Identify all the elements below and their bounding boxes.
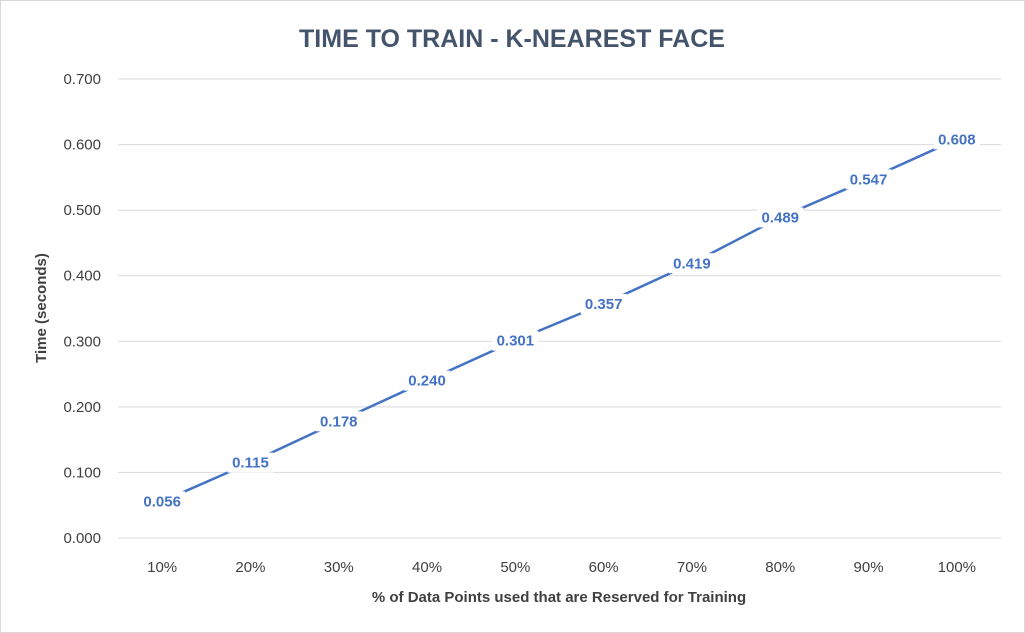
data-labels: 0.056 0.115 0.178 0.240 0.301 0.357 0.419 0.489… bbox=[139, 129, 980, 512]
y-tick-label: 0.300 bbox=[63, 333, 101, 350]
y-tick-label: 0.100 bbox=[63, 464, 101, 481]
x-tick-label: 60% bbox=[589, 559, 619, 576]
y-tick-label: 0.200 bbox=[63, 399, 101, 416]
data-label-background bbox=[404, 370, 451, 391]
data-label-background bbox=[933, 129, 980, 150]
x-axis-title: % of Data Points used that are Reserved … bbox=[372, 589, 746, 606]
data-label: 0.240 bbox=[408, 373, 446, 390]
data-label: 0.056 bbox=[143, 493, 181, 510]
data-label: 0.357 bbox=[585, 296, 623, 313]
x-tick-label: 80% bbox=[765, 559, 795, 576]
data-label: 0.301 bbox=[497, 333, 535, 350]
series-time-to-train bbox=[161, 138, 958, 503]
y-tick-label: 0.700 bbox=[63, 71, 101, 88]
y-tick-label: 0.600 bbox=[63, 137, 101, 154]
y-tick-label: 0.500 bbox=[63, 202, 101, 219]
data-label-background bbox=[580, 293, 627, 314]
y-axis-title: Time (seconds) bbox=[33, 253, 50, 363]
y-tick-label: 0.000 bbox=[63, 530, 101, 547]
x-tick-label: 20% bbox=[235, 559, 265, 576]
series-line bbox=[161, 138, 958, 503]
x-tick-label: 40% bbox=[412, 559, 442, 576]
x-tick-label: 100% bbox=[938, 559, 976, 576]
data-label-background bbox=[492, 330, 539, 351]
data-label-background bbox=[845, 169, 892, 190]
y-tick-label: 0.400 bbox=[63, 268, 101, 285]
chart-title: TIME TO TRAIN - K-NEAREST FACE bbox=[299, 25, 725, 53]
data-label: 0.115 bbox=[232, 455, 269, 472]
x-tick-label: 50% bbox=[500, 559, 530, 576]
data-label: 0.489 bbox=[761, 209, 799, 226]
data-label-background bbox=[668, 253, 715, 274]
x-axis-ticks: 10% 20% 30% 40% 50% 60% 70% 80% 90% 100% bbox=[147, 559, 976, 576]
data-label: 0.547 bbox=[850, 171, 888, 188]
data-label: 0.608 bbox=[938, 131, 976, 148]
data-label-background bbox=[757, 207, 804, 228]
data-label-background bbox=[227, 452, 274, 473]
y-axis-ticks: 0.000 0.100 0.200 0.300 0.400 0.500 0.600 0.700 bbox=[63, 71, 101, 547]
data-label-background bbox=[139, 491, 186, 512]
data-label: 0.178 bbox=[320, 413, 358, 430]
x-tick-label: 30% bbox=[324, 559, 354, 576]
x-tick-label: 70% bbox=[677, 559, 707, 576]
x-tick-label: 90% bbox=[854, 559, 884, 576]
data-label-background bbox=[315, 411, 362, 432]
x-tick-label: 10% bbox=[147, 559, 177, 576]
data-label: 0.419 bbox=[673, 255, 711, 272]
